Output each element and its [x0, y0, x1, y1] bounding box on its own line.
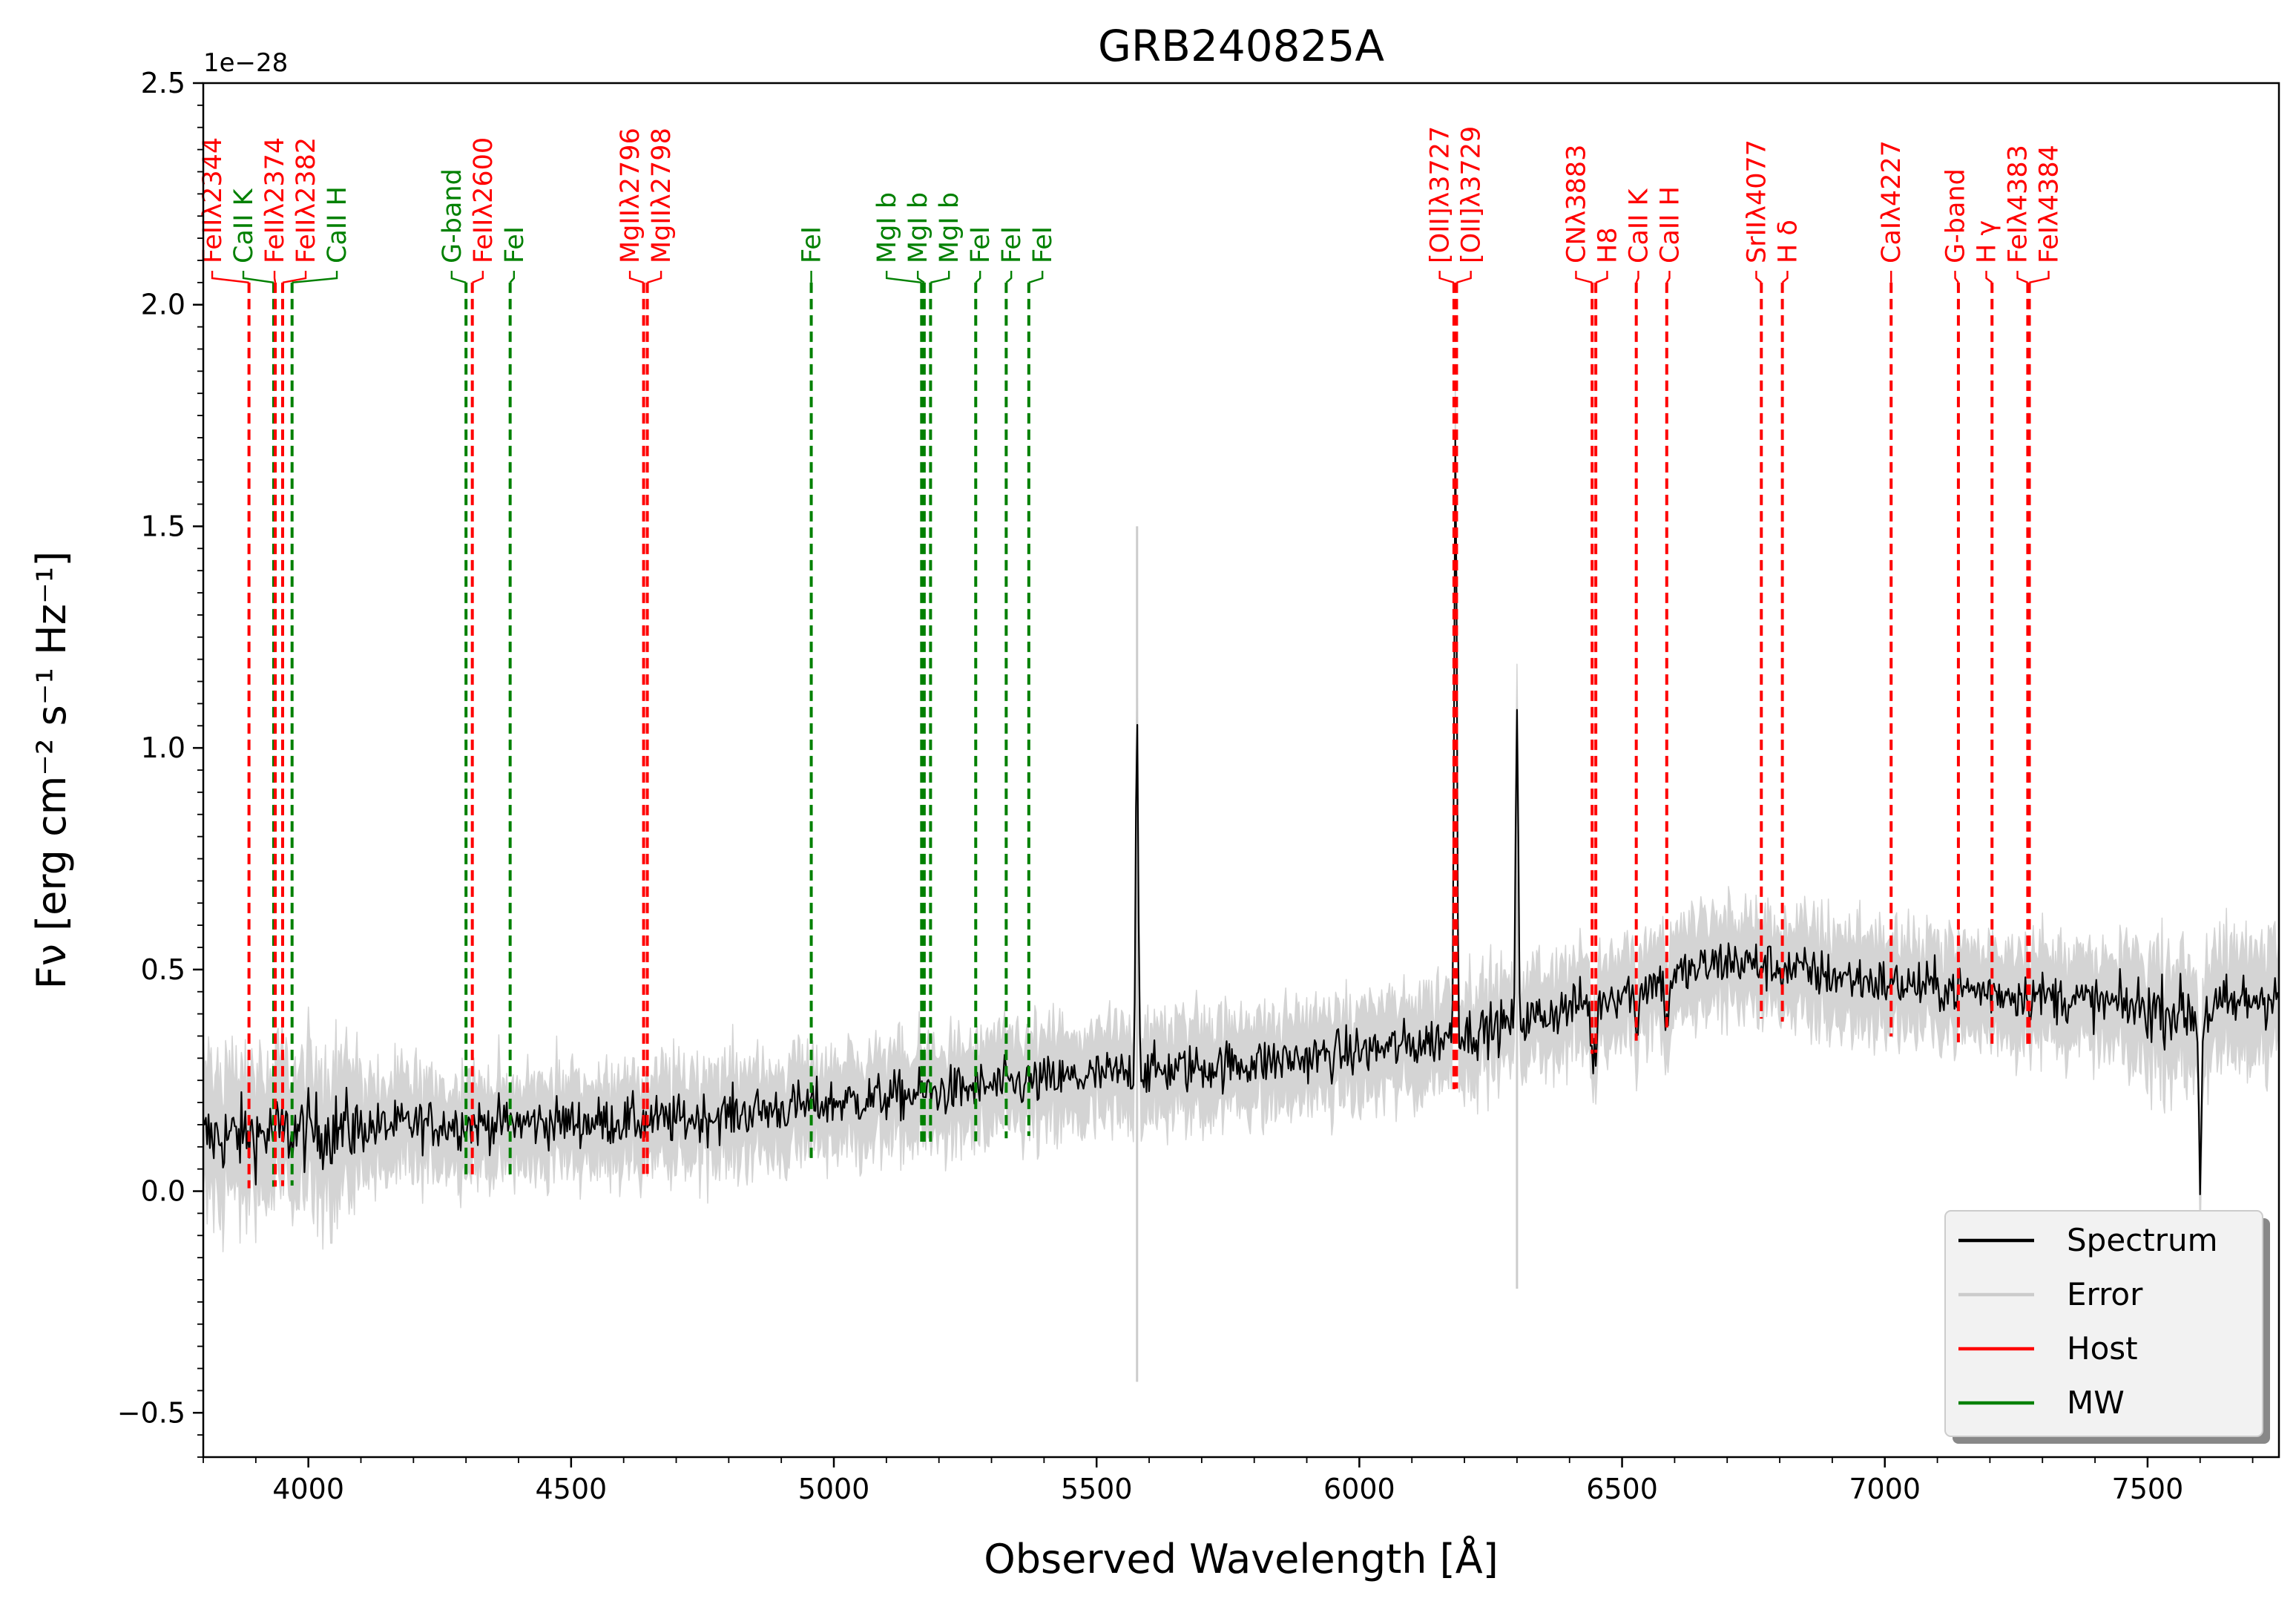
line-label: FeIIλ2382 [292, 137, 321, 263]
y-tick-label: 2.0 [141, 289, 185, 321]
legend: Spectrum Error Host MW [1944, 1210, 2270, 1444]
label-leader [282, 271, 307, 284]
line-label: FeIIλ2600 [469, 137, 499, 263]
line-label: FeI [797, 226, 827, 263]
legend-entries: Spectrum Error Host MW [1958, 1222, 2218, 1421]
label-leader [1575, 271, 1593, 283]
line-label: H γ [1973, 220, 2002, 263]
y-tick-label: −0.5 [117, 1396, 185, 1429]
y-offset-label: 1e−28 [203, 48, 288, 78]
x-tick-label: 4000 [272, 1473, 344, 1505]
line-label: H δ [1773, 220, 1803, 263]
x-tick-label: 5000 [798, 1473, 870, 1505]
legend-box [1944, 1210, 2263, 1437]
label-leader [1755, 271, 1763, 283]
label-leader [975, 271, 981, 283]
line-label: SrIIλ4077 [1742, 139, 1772, 263]
label-leader [1665, 271, 1671, 283]
x-tick-label: 7500 [2112, 1473, 2184, 1505]
legend-label: MW [2067, 1384, 2125, 1421]
line-label: CNλ3883 [1562, 145, 1591, 263]
label-leader [1781, 271, 1789, 283]
label-leader [273, 271, 277, 283]
label-leader [1954, 271, 1959, 283]
line-label: MgIIλ2798 [647, 128, 677, 263]
line-label: FeIIλ2374 [260, 137, 290, 263]
label-leader [1438, 271, 1455, 283]
x-axis-label: Observed Wavelength [Å] [984, 1535, 1499, 1582]
line-label: MgI b [872, 192, 902, 263]
line-label: CaII K [229, 188, 259, 263]
legend-label: Spectrum [2067, 1222, 2218, 1258]
label-leader [1456, 271, 1472, 283]
y-tick-label: 1.5 [141, 510, 185, 542]
line-label: H8 [1593, 227, 1622, 263]
label-leader [1028, 271, 1044, 283]
chart-title: GRB240825A [1098, 21, 1384, 71]
x-tick-label: 7000 [1849, 1473, 1921, 1505]
label-leader [450, 271, 467, 283]
line-label: G-band [1941, 168, 1971, 263]
line-label: FeI [500, 226, 530, 263]
x-tick-label: 6500 [1586, 1473, 1658, 1505]
label-leader [2016, 271, 2028, 283]
label-leader [292, 271, 338, 284]
label-leader [2029, 271, 2050, 284]
label-leader [1635, 271, 1639, 283]
x-tick-label: 6000 [1323, 1473, 1395, 1505]
label-leader [916, 271, 925, 283]
line-label: FeIλ4383 [2004, 145, 2033, 263]
line-label: MgI b [935, 192, 964, 263]
line-label: [OII]λ3729 [1457, 126, 1487, 263]
line-label: FeI [966, 226, 996, 263]
line-markers [211, 271, 2050, 1189]
line-label: MgI b [904, 192, 933, 263]
line-label: CaII H [323, 186, 352, 263]
y-tick-label: 2.5 [141, 67, 185, 99]
x-axis-ticks: 4000 4500 5000 5500 6000 6500 7000 7500 [203, 1457, 2254, 1505]
label-leader [211, 271, 249, 284]
y-tick-label: 1.0 [141, 732, 185, 764]
spectrum-line [202, 438, 2280, 1195]
legend-label: Host [2067, 1330, 2138, 1367]
line-label: MgIIλ2796 [616, 128, 645, 263]
y-tick-label: 0.5 [141, 953, 185, 986]
label-leader [1005, 271, 1013, 283]
line-label: FeI [1028, 226, 1058, 263]
y-axis-label: Fν [erg cm⁻² s⁻¹ Hz⁻¹] [28, 551, 75, 990]
spectrum-series [202, 438, 2280, 1195]
line-label: CaII H [1655, 186, 1685, 263]
line-label: CaII K [1624, 188, 1654, 263]
line-label: CaIλ4227 [1877, 140, 1907, 263]
line-label: FeIλ4384 [2035, 145, 2065, 263]
line-label: [OII]λ3727 [1426, 126, 1455, 263]
line-label: FeI [997, 226, 1027, 263]
label-leader [1985, 271, 1993, 283]
x-tick-label: 4500 [535, 1473, 607, 1505]
label-leader [1595, 271, 1608, 283]
label-leader [509, 271, 516, 283]
label-leader [885, 271, 922, 284]
y-axis-ticks: −0.5 0.0 0.5 1.0 1.5 2.0 2.5 [117, 67, 203, 1458]
y-tick-label: 0.0 [141, 1175, 185, 1208]
label-leader [647, 271, 662, 283]
legend-label: Error [2067, 1276, 2143, 1312]
x-tick-label: 5500 [1061, 1473, 1133, 1505]
label-leader [472, 271, 484, 283]
label-leader [242, 271, 274, 284]
line-label: G-band [438, 168, 467, 263]
label-leader [628, 271, 644, 283]
label-leader [930, 271, 950, 284]
